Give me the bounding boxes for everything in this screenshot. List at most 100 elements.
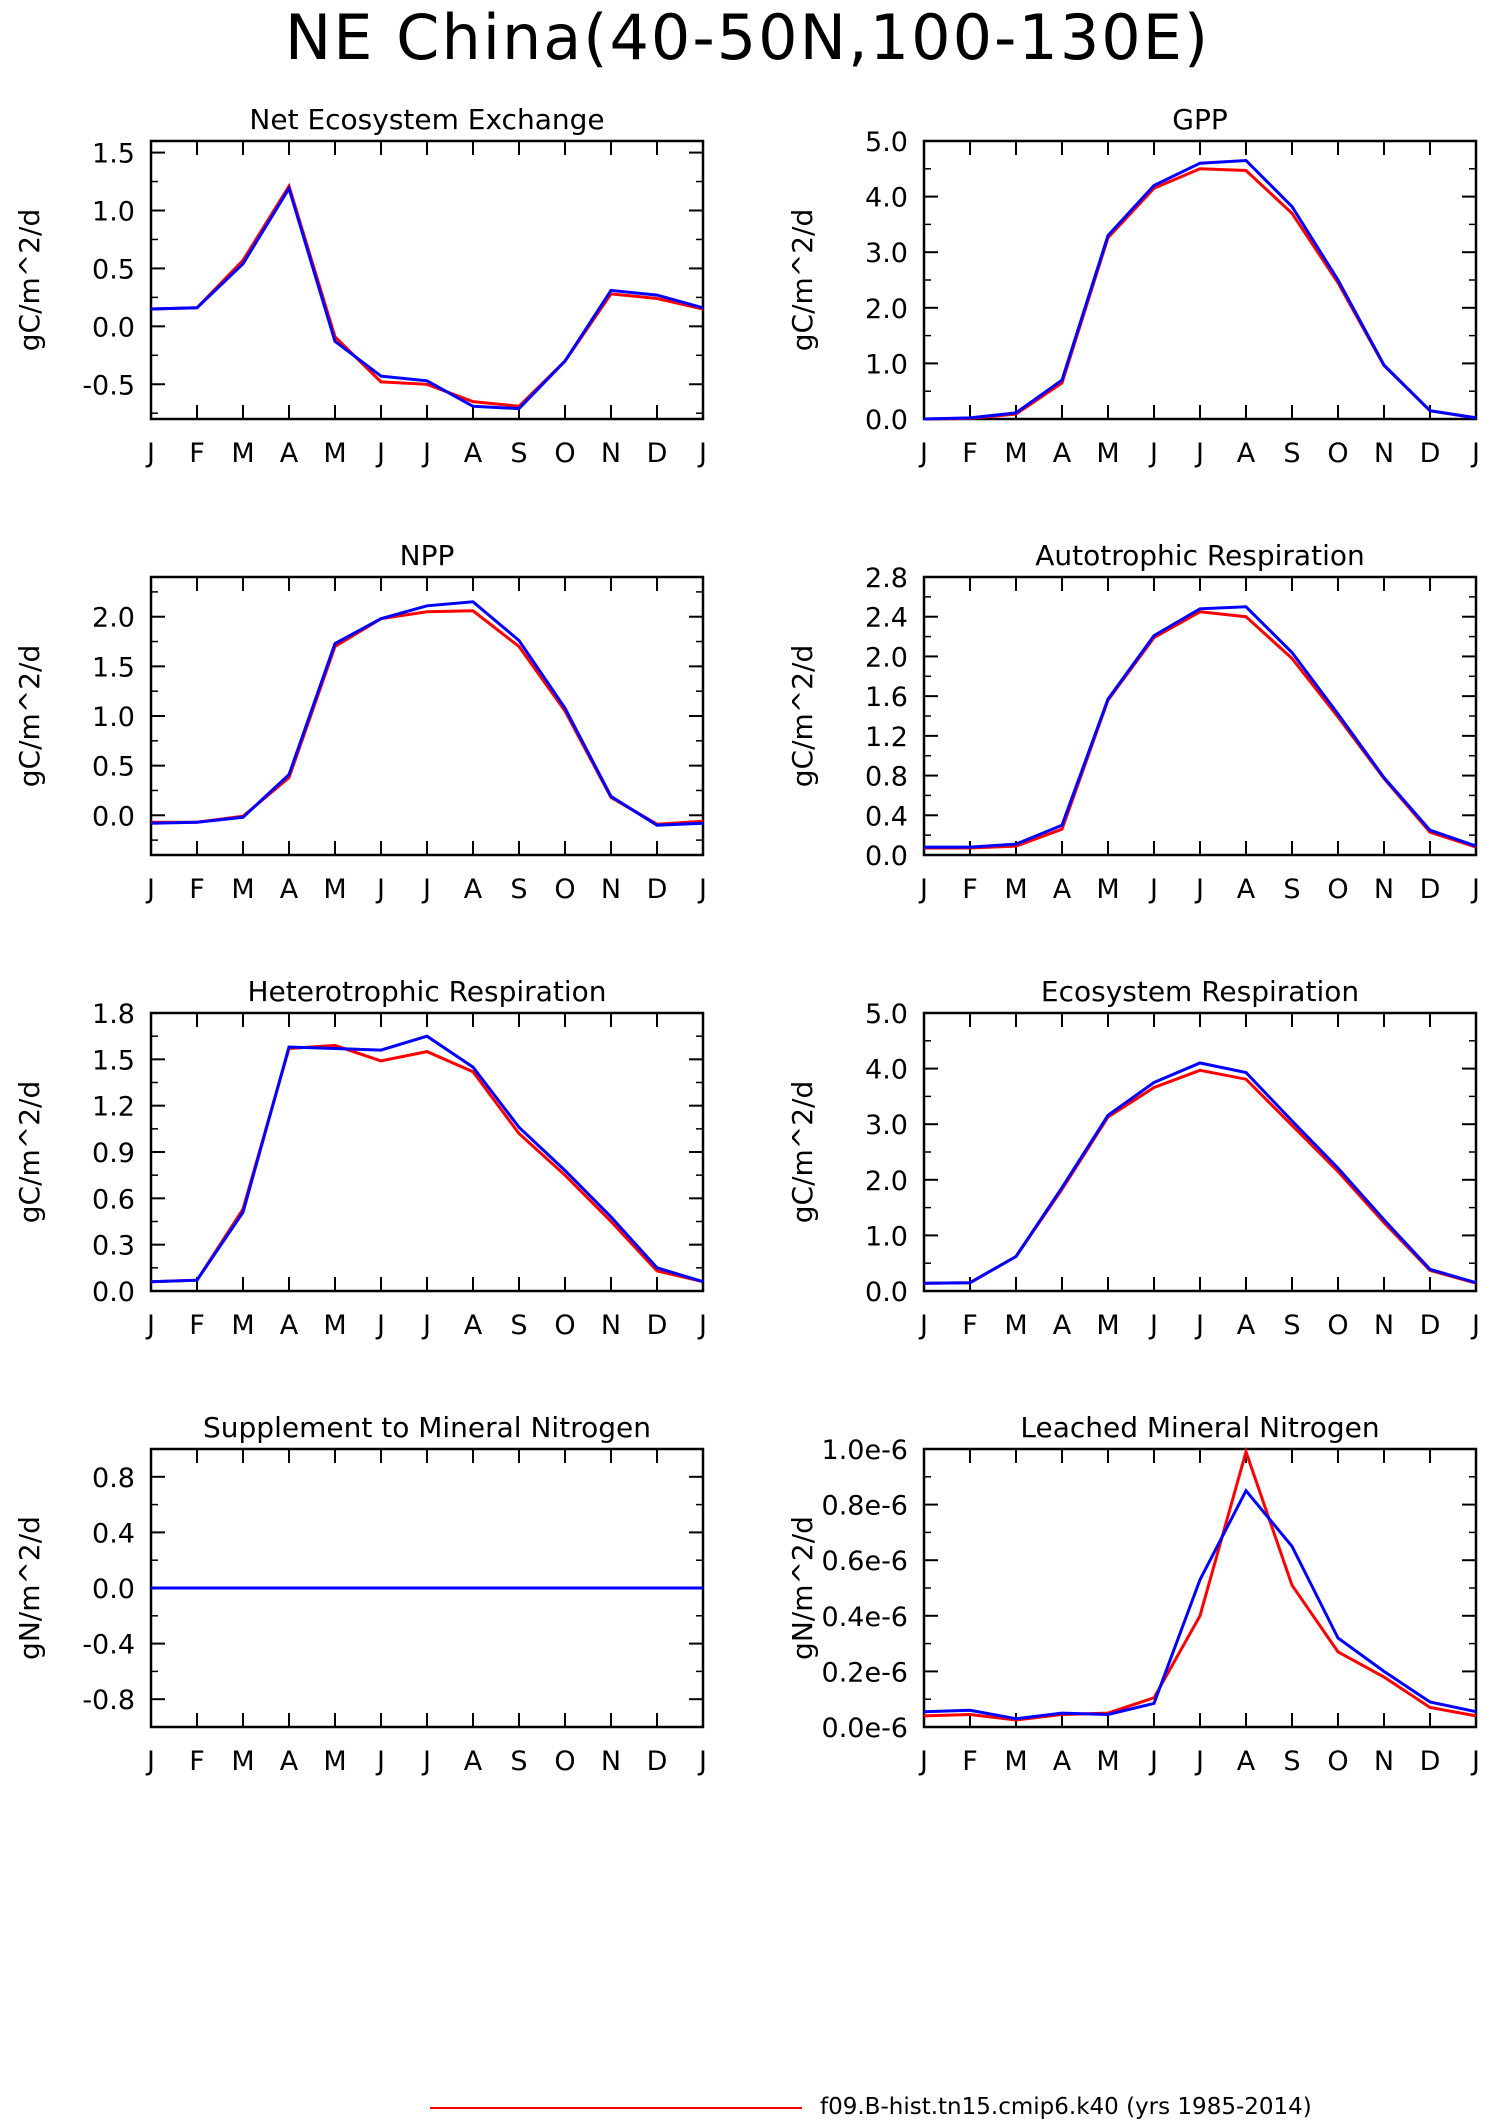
series-line-red: [924, 1070, 1476, 1283]
y-tick-label: 1.2: [92, 1092, 135, 1123]
chart-title: GPP: [1172, 103, 1227, 136]
y-tick-label: 1.0: [865, 349, 908, 380]
x-tick-label: J: [1148, 1310, 1158, 1341]
x-tick-label: J: [421, 438, 431, 469]
x-tick-label: F: [189, 1310, 205, 1341]
x-tick-label: J: [1148, 874, 1158, 905]
x-tick-label: D: [647, 438, 668, 469]
x-tick-label: J: [421, 874, 431, 905]
x-tick-label: J: [1194, 1746, 1204, 1777]
x-tick-label: M: [231, 1746, 254, 1777]
x-tick-label: J: [375, 1746, 385, 1777]
x-tick-label: N: [1374, 438, 1394, 469]
y-tick-label: 0.0: [92, 801, 135, 832]
y-tick-label: 5.0: [865, 999, 908, 1030]
x-tick-label: D: [647, 874, 668, 905]
x-tick-label: S: [1283, 438, 1300, 469]
x-tick-label: F: [189, 1746, 205, 1777]
y-tick-label: 2.0: [92, 603, 135, 634]
plot-frame: [151, 577, 703, 855]
x-tick-label: M: [323, 874, 346, 905]
y-tick-label: 4.0: [865, 1055, 908, 1086]
series-line-blue: [151, 1036, 703, 1282]
x-tick-label: J: [918, 438, 928, 469]
x-tick-label: N: [601, 1746, 621, 1777]
y-tick-label: 0.5: [92, 752, 135, 783]
x-tick-label: O: [1327, 1310, 1348, 1341]
x-tick-label: F: [962, 1746, 978, 1777]
x-tick-label: M: [323, 1310, 346, 1341]
y-tick-label: 0.5: [92, 254, 135, 285]
x-tick-label: D: [1420, 1310, 1441, 1341]
x-tick-label: A: [1053, 874, 1072, 905]
y-tick-label: 0.4: [92, 1518, 135, 1549]
x-tick-label: J: [145, 1310, 155, 1341]
x-tick-label: M: [1096, 874, 1119, 905]
x-tick-label: F: [189, 438, 205, 469]
x-tick-label: D: [1420, 874, 1441, 905]
x-tick-label: A: [1237, 1310, 1256, 1341]
y-axis-label: gC/m^2/d: [786, 1081, 819, 1224]
x-tick-label: O: [554, 874, 575, 905]
y-axis-label: gC/m^2/d: [786, 209, 819, 352]
x-tick-label: A: [464, 874, 483, 905]
x-tick-label: J: [375, 1310, 385, 1341]
x-tick-label: N: [1374, 874, 1394, 905]
x-tick-label: D: [1420, 438, 1441, 469]
chart-title: Net Ecosystem Exchange: [249, 103, 604, 136]
x-tick-label: A: [1053, 438, 1072, 469]
x-tick-label: M: [1096, 1310, 1119, 1341]
x-tick-label: F: [962, 874, 978, 905]
x-tick-label: A: [464, 1746, 483, 1777]
x-tick-label: D: [1420, 1746, 1441, 1777]
y-tick-label: 0.0: [865, 841, 908, 872]
plot-frame: [924, 1449, 1476, 1727]
x-tick-label: J: [1194, 1310, 1204, 1341]
y-axis-label: gC/m^2/d: [13, 209, 46, 352]
y-tick-label: 2.4: [865, 603, 908, 634]
x-tick-label: J: [145, 874, 155, 905]
x-tick-label: S: [1283, 874, 1300, 905]
x-tick-label: F: [962, 438, 978, 469]
x-tick-label: S: [510, 1310, 527, 1341]
series-line-blue: [924, 1063, 1476, 1283]
x-tick-label: J: [145, 1746, 155, 1777]
x-tick-label: J: [918, 1746, 928, 1777]
y-tick-label: 0.8: [92, 1463, 135, 1494]
chart-title: Supplement to Mineral Nitrogen: [203, 1411, 651, 1444]
y-tick-label: 0.2e-6: [822, 1657, 908, 1688]
y-tick-label: 2.8: [865, 563, 908, 594]
x-tick-label: J: [1470, 1746, 1480, 1777]
x-tick-label: O: [554, 1310, 575, 1341]
x-tick-label: J: [375, 874, 385, 905]
x-tick-label: A: [280, 1310, 299, 1341]
plot-frame: [924, 1013, 1476, 1291]
x-tick-label: A: [280, 438, 299, 469]
y-tick-label: 0.4: [865, 801, 908, 832]
y-tick-label: 3.0: [865, 1110, 908, 1141]
x-tick-label: J: [918, 1310, 928, 1341]
x-tick-label: S: [510, 1746, 527, 1777]
y-tick-label: 0.0: [865, 405, 908, 436]
series-line-red: [151, 611, 703, 824]
x-tick-label: M: [231, 438, 254, 469]
x-tick-label: M: [1004, 438, 1027, 469]
x-tick-label: J: [918, 874, 928, 905]
x-tick-label: S: [1283, 1310, 1300, 1341]
x-tick-label: M: [1004, 874, 1027, 905]
x-tick-label: O: [1327, 874, 1348, 905]
x-tick-label: A: [1053, 1746, 1072, 1777]
y-tick-label: -0.8: [82, 1685, 135, 1716]
x-tick-label: M: [231, 874, 254, 905]
y-tick-label: 0.0: [865, 1277, 908, 1308]
y-tick-label: 0.0: [92, 1277, 135, 1308]
x-tick-label: N: [601, 874, 621, 905]
x-tick-label: N: [601, 438, 621, 469]
series-line-red: [924, 612, 1476, 848]
chart-title: Heterotrophic Respiration: [248, 975, 607, 1008]
x-tick-label: J: [145, 438, 155, 469]
